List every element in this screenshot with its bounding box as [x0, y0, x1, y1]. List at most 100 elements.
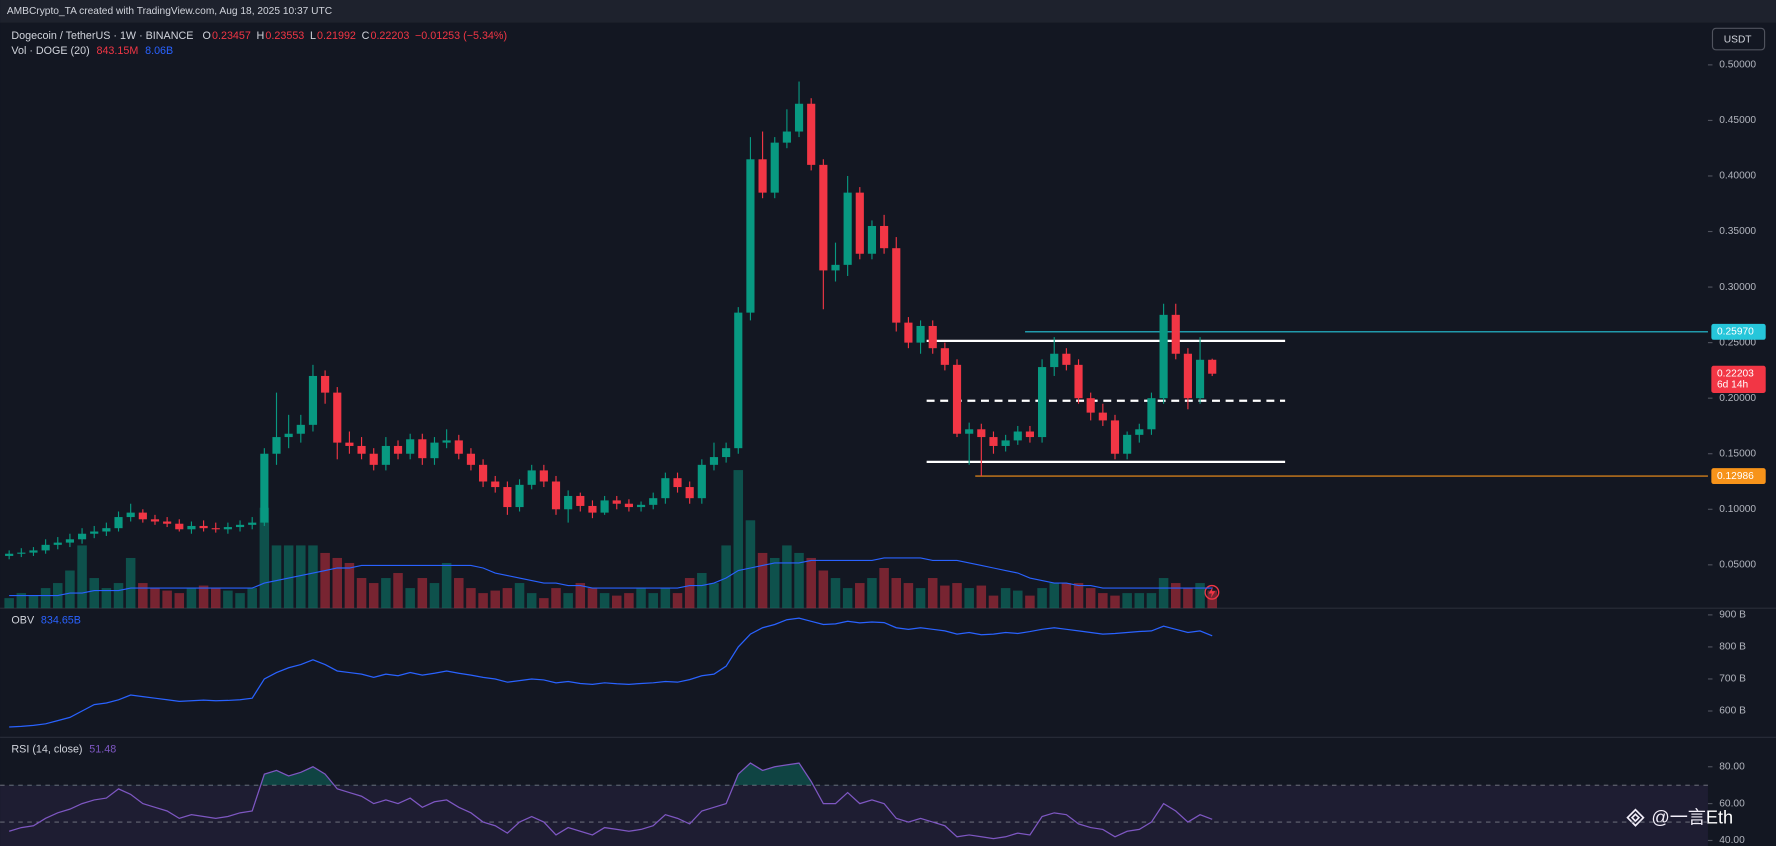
candle-body: [333, 392, 342, 443]
candle-body: [223, 527, 232, 530]
volume-bar: [842, 588, 853, 609]
candle-body: [564, 495, 573, 510]
candle-body: [734, 312, 743, 449]
volume-bar: [794, 552, 804, 609]
volume-bar: [879, 568, 889, 609]
indicator-name: OBV: [11, 614, 35, 626]
candle-body: [102, 528, 111, 532]
y-tick-label: 0.45000: [1719, 115, 1756, 126]
volume-ma-line: [9, 557, 1213, 597]
legend: Vol · DOGE (20) 843.15M 8.06B: [11, 45, 173, 57]
volume-bar: [16, 593, 27, 609]
volume-bar: [648, 593, 658, 609]
volume-bar: [1085, 588, 1096, 609]
candle-body: [90, 531, 99, 534]
volume-bar: [381, 578, 391, 609]
volume-bar: [502, 588, 513, 609]
candle-body: [430, 442, 439, 459]
currency: USDT: [1724, 34, 1752, 45]
volume-bar: [514, 583, 525, 609]
volume-bar: [539, 598, 549, 609]
candle-body: [1001, 440, 1010, 446]
y-tick-label: 0.40000: [1719, 171, 1756, 182]
candle-body: [819, 164, 828, 271]
candle-body: [843, 192, 852, 265]
legend: Dogecoin / TetherUS · 1W · BINANCE O0.234…: [11, 30, 507, 42]
volume-bar: [612, 595, 622, 609]
y-tick-label: 900 B: [1719, 610, 1746, 621]
volume-bar: [223, 590, 233, 609]
price-label: 0.12986: [1717, 471, 1754, 482]
volume-bar: [915, 588, 926, 609]
volume-bar: [259, 507, 270, 609]
candle-body: [381, 445, 390, 465]
volume-bar: [454, 578, 464, 609]
legend: OBV 834.65B: [11, 614, 81, 626]
candle-body: [1208, 359, 1217, 374]
ohlc-key: H: [257, 30, 265, 42]
candle-body: [722, 448, 731, 458]
candle-body: [77, 533, 87, 540]
candle-body: [1147, 398, 1156, 430]
indicator-name: RSI (14, close): [11, 744, 82, 756]
candle-body: [867, 225, 877, 254]
candle-body: [746, 159, 755, 313]
candle-body: [41, 544, 50, 551]
candle-body: [952, 364, 962, 434]
candle-body: [794, 103, 804, 132]
candle-body: [138, 512, 147, 520]
candle-body: [782, 131, 791, 143]
indicator-line: [9, 617, 1213, 728]
volume-bar: [478, 593, 488, 609]
ohlc-value: 0.23457: [212, 30, 251, 42]
ohlc-value: 0.21992: [317, 30, 356, 42]
volume-bar: [903, 583, 914, 609]
candle-body: [1110, 420, 1120, 454]
volume-bar: [964, 588, 974, 609]
candle-body: [697, 464, 706, 499]
volume-bar: [830, 578, 841, 609]
volume-bar: [709, 583, 719, 609]
candle-body: [588, 505, 597, 513]
candle-body: [418, 439, 427, 459]
volume-bar: [733, 470, 744, 609]
volume-bar: [927, 578, 938, 609]
candle-body: [199, 525, 208, 529]
candle-body: [1050, 353, 1059, 368]
credit: AMBCrypto_TA created with TradingView.co…: [7, 6, 332, 17]
volume-bar: [818, 570, 829, 609]
volume-bar: [599, 593, 610, 609]
watermark: @一言Eth: [1651, 808, 1733, 828]
volume-bar: [721, 545, 731, 609]
volume-bar: [1061, 583, 1072, 609]
volume-bar: [344, 562, 355, 609]
candle-body: [454, 440, 463, 454]
volume-bar: [769, 557, 780, 609]
candle-body: [1038, 367, 1047, 438]
candle-body: [855, 192, 864, 254]
volume-bar: [1122, 593, 1132, 609]
volume-bar: [757, 552, 768, 609]
volume-bar: [28, 595, 39, 609]
volume-bar: [1158, 578, 1169, 609]
volume-bar: [393, 573, 403, 609]
volume-bar: [1049, 583, 1059, 609]
volume-bar: [1073, 583, 1084, 609]
y-tick-label: 80.00: [1719, 761, 1745, 772]
volume-bar: [891, 578, 902, 609]
price-label: 0.25970: [1717, 327, 1754, 338]
candle-body: [406, 439, 415, 454]
change: −0.01253 (−5.34%): [415, 30, 507, 42]
volume-bar: [1110, 595, 1120, 609]
y-tick-label: 0.30000: [1719, 282, 1756, 293]
candle-body: [1098, 412, 1107, 421]
candle-body: [880, 225, 889, 249]
rsi-band: [0, 785, 1708, 846]
y-tick-label: 0.10000: [1719, 504, 1756, 515]
volume-bar: [940, 585, 950, 609]
candle-body: [114, 517, 123, 529]
candle-body: [904, 322, 913, 343]
volume-bar: [1098, 593, 1108, 609]
